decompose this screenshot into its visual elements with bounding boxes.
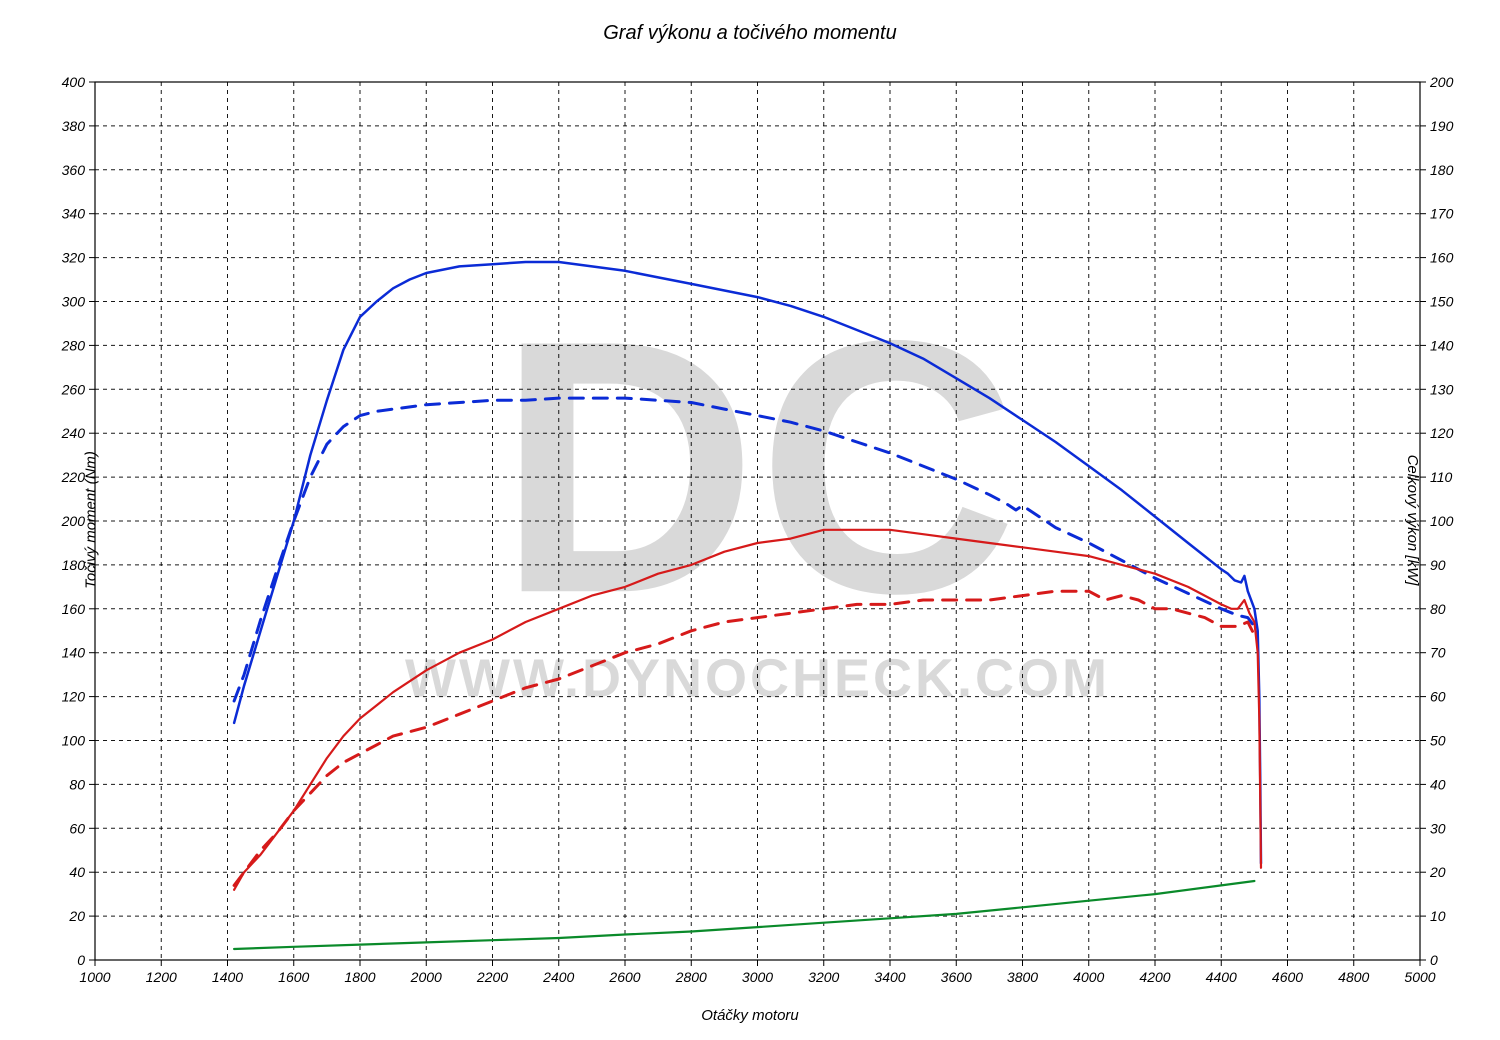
x-tick-label: 1400: [212, 969, 243, 985]
y1-tick-label: 220: [61, 469, 86, 485]
y2-tick-label: 120: [1430, 425, 1454, 441]
y1-tick-label: 0: [77, 952, 85, 968]
y1-tick-label: 80: [69, 776, 85, 792]
y1-tick-label: 20: [68, 908, 85, 924]
x-tick-label: 4200: [1139, 969, 1170, 985]
y1-tick-label: 40: [69, 864, 85, 880]
y2-tick-label: 130: [1430, 381, 1454, 397]
y1-tick-label: 260: [61, 381, 86, 397]
y2-tick-label: 170: [1430, 206, 1454, 222]
y2-tick-label: 30: [1430, 820, 1446, 836]
y2-tick-label: 190: [1430, 118, 1454, 134]
y1-tick-label: 360: [62, 162, 86, 178]
y2-tick-label: 80: [1430, 601, 1446, 617]
x-tick-label: 2400: [542, 969, 574, 985]
y1-tick-label: 300: [62, 294, 86, 310]
x-tick-label: 2800: [675, 969, 707, 985]
x-tick-label: 1800: [344, 969, 375, 985]
y2-tick-label: 40: [1430, 776, 1446, 792]
x-tick-label: 1600: [278, 969, 309, 985]
y1-tick-label: 320: [62, 250, 86, 266]
y2-tick-label: 110: [1430, 469, 1453, 485]
x-tick-label: 2000: [410, 969, 442, 985]
y2-tick-label: 180: [1430, 162, 1454, 178]
series-loss: [234, 881, 1254, 949]
x-tick-label: 4600: [1272, 969, 1303, 985]
y1-tick-label: 60: [69, 820, 85, 836]
x-tick-label: 3000: [742, 969, 773, 985]
x-tick-label: 3800: [1007, 969, 1038, 985]
y2-tick-label: 0: [1430, 952, 1438, 968]
x-tick-label: 3600: [941, 969, 972, 985]
y2-tick-label: 60: [1430, 689, 1446, 705]
y1-tick-label: 140: [62, 645, 86, 661]
y2-tick-label: 10: [1430, 908, 1446, 924]
y2-tick-label: 20: [1429, 864, 1446, 880]
x-tick-label: 2200: [476, 969, 508, 985]
dyno-chart: Graf výkonu a točivého momentu Točivý mo…: [0, 0, 1500, 1040]
y2-tick-label: 140: [1430, 337, 1454, 353]
y1-tick-label: 120: [62, 689, 86, 705]
y2-tick-label: 150: [1430, 294, 1454, 310]
x-tick-label: 2600: [608, 969, 640, 985]
y2-tick-label: 90: [1430, 557, 1446, 573]
x-tick-label: 4800: [1338, 969, 1369, 985]
y1-tick-label: 180: [62, 557, 86, 573]
x-tick-label: 1000: [79, 969, 110, 985]
x-tick-label: 3400: [874, 969, 905, 985]
y1-tick-label: 200: [61, 513, 86, 529]
x-tick-label: 3200: [808, 969, 839, 985]
plot-svg: DCWWW.DYNOCHECK.COM100012001400160018002…: [0, 0, 1500, 1040]
y1-tick-label: 100: [62, 733, 86, 749]
x-tick-label: 4400: [1206, 969, 1237, 985]
y1-tick-label: 240: [61, 425, 86, 441]
y1-tick-label: 280: [61, 337, 86, 353]
y2-tick-label: 50: [1430, 733, 1446, 749]
y1-tick-label: 400: [62, 74, 86, 90]
y2-tick-label: 200: [1429, 74, 1454, 90]
y1-tick-label: 160: [62, 601, 86, 617]
y2-tick-label: 100: [1430, 513, 1454, 529]
x-tick-label: 4000: [1073, 969, 1104, 985]
y2-tick-label: 70: [1430, 645, 1446, 661]
y2-tick-label: 160: [1430, 250, 1454, 266]
x-tick-label: 1200: [146, 969, 177, 985]
y1-tick-label: 340: [62, 206, 86, 222]
x-tick-label: 5000: [1404, 969, 1435, 985]
y1-tick-label: 380: [62, 118, 86, 134]
